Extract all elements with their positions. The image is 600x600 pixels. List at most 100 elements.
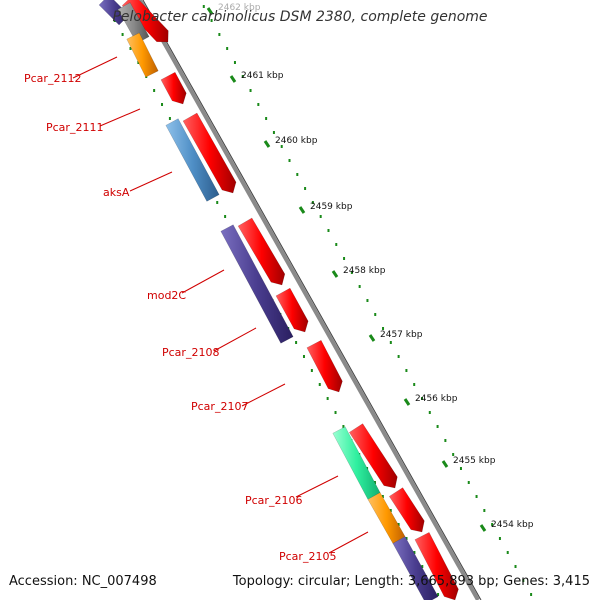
backbone-line	[138, 0, 480, 600]
tick-label: 2459 kbp	[310, 202, 353, 212]
scale-dot-outer	[202, 5, 205, 8]
scale-dot-outer	[397, 355, 400, 358]
scale-dot-outer	[210, 19, 213, 22]
gene-label: Pcar_2112	[24, 72, 82, 85]
gene-label: aksA	[103, 186, 130, 199]
scale-dot-outer	[335, 243, 338, 246]
scale-dot-outer	[420, 397, 423, 400]
gene-label: Pcar_2111	[46, 121, 104, 134]
scale-dot-inner	[437, 593, 440, 596]
gene-leader-line	[328, 531, 369, 554]
gene-label: Pcar_2106	[245, 494, 303, 507]
scale-dot-inner	[295, 341, 298, 344]
scale-dot-outer	[265, 117, 268, 120]
gene-forward	[388, 487, 425, 533]
gene-leader-line	[72, 56, 118, 79]
tick-label: 2461 kbp	[241, 71, 284, 81]
scale-dot-outer	[350, 271, 353, 274]
tick-mark	[441, 460, 449, 468]
tick-label: 2458 kbp	[343, 266, 386, 276]
tick-mark	[368, 334, 376, 342]
scale-dot-inner	[429, 579, 432, 582]
scale-dot-outer	[483, 509, 486, 512]
scale-dot-inner	[153, 89, 156, 92]
gene-grey	[117, 2, 150, 44]
scale-dot-inner	[310, 369, 313, 372]
scale-dot-outer	[218, 33, 221, 36]
scale-dot-outer	[506, 551, 509, 554]
scale-dot-inner	[121, 33, 124, 36]
scale-dot-inner	[318, 383, 321, 386]
tick-mark	[331, 270, 339, 278]
tick-mark	[403, 398, 411, 406]
gene-forward	[160, 71, 187, 105]
scale-dot-inner	[413, 551, 416, 554]
scale-dot-inner	[161, 103, 164, 106]
tick-label: 2457 kbp	[380, 330, 423, 340]
tick-mark	[298, 206, 306, 214]
scale-dot-inner	[137, 61, 140, 64]
scale-dot-outer	[382, 327, 385, 330]
scale-dot-outer	[288, 159, 291, 162]
gene-leader-line	[181, 269, 225, 294]
gene-forward	[348, 423, 398, 489]
gene-aksA	[165, 118, 220, 202]
accession-text: Accession: NC_007498	[9, 574, 157, 589]
tick-label: 2454 kbp	[491, 520, 534, 530]
scale-dot-outer	[514, 565, 517, 568]
tick-mark	[263, 140, 271, 148]
scale-dot-inner	[405, 537, 408, 540]
scale-dot-inner	[373, 481, 376, 484]
gene-forward	[414, 531, 459, 600]
scale-dot-outer	[413, 383, 416, 386]
scale-dot-outer	[226, 47, 229, 50]
scale-dot-outer	[304, 187, 307, 190]
scale-dot-outer	[327, 229, 330, 232]
scale-dot-outer	[444, 439, 447, 442]
scale-dot-outer	[475, 495, 478, 498]
gene-leader-line	[99, 108, 141, 127]
tick-mark	[229, 75, 237, 83]
map-title: Pelobacter carbinolicus DSM 2380, comple…	[112, 9, 488, 25]
scale-dot-outer	[319, 215, 322, 218]
scale-dot-inner	[326, 397, 329, 400]
scale-dot-outer	[280, 145, 283, 148]
scale-dot-outer	[389, 341, 392, 344]
scale-dot-inner	[397, 523, 400, 526]
scale-dot-outer	[241, 75, 244, 78]
tick-label: 2456 kbp	[415, 394, 458, 404]
scale-dot-outer	[467, 481, 470, 484]
backbone-edge	[142, 0, 482, 600]
gene-label: Pcar_2107	[191, 400, 249, 413]
scale-dot-outer	[530, 593, 533, 596]
scale-dot-inner	[302, 355, 305, 358]
scale-dot-outer	[296, 173, 299, 176]
gene-mod2C	[220, 224, 294, 344]
gene-purple	[392, 536, 439, 600]
gene-forward	[275, 287, 309, 333]
scale-dot-outer	[249, 89, 252, 92]
gene-label: Pcar_2108	[162, 346, 220, 359]
gene-forward	[306, 339, 343, 393]
scale-dot-outer	[498, 537, 501, 540]
scale-dot-outer	[522, 579, 525, 582]
scale-dot-outer	[459, 467, 462, 470]
tick-label: 2460 kbp	[275, 136, 318, 146]
scale-dot-inner	[342, 425, 345, 428]
tick-mark	[479, 524, 487, 532]
gene-forward	[182, 112, 237, 194]
scale-dot-inner	[421, 565, 424, 568]
scale-dot-outer	[257, 103, 260, 106]
scale-dot-outer	[358, 285, 361, 288]
gene-leader-line	[241, 383, 286, 407]
scale-dot-inner	[224, 215, 227, 218]
gene-pcar2105	[367, 492, 406, 544]
scale-dot-outer	[374, 313, 377, 316]
gene-leader-line	[213, 327, 257, 352]
scale-dot-outer	[405, 369, 408, 372]
topology-text: Topology: circular; Length: 3,665,893 bp…	[232, 574, 590, 589]
scale-dot-outer	[436, 425, 439, 428]
scale-dot-outer	[233, 61, 236, 64]
scale-dot-inner	[216, 201, 219, 204]
